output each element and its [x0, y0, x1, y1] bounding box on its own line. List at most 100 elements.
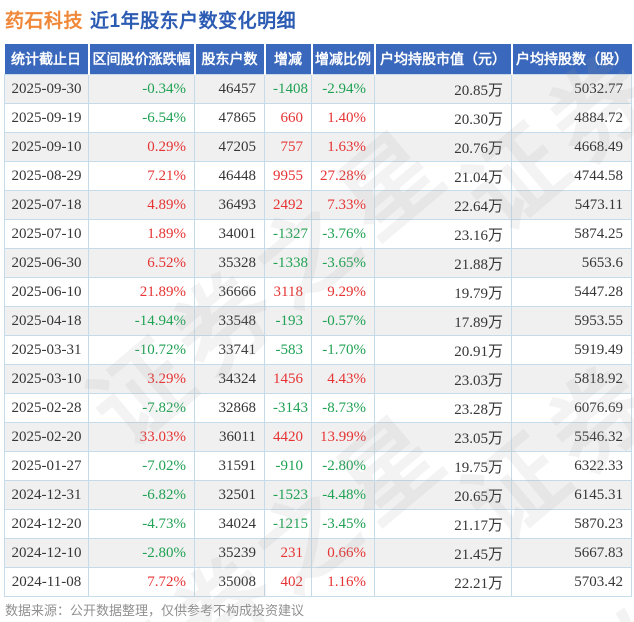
cell-avg-value: 17.89万 — [374, 306, 512, 336]
cell-change: -3143 — [264, 393, 312, 423]
cell-holders: 36011 — [194, 422, 265, 452]
table-row: 2025-01-27 -7.02% 31591 -910 -2.80% 19.75万 632… — [4, 451, 632, 481]
cell-date: 2025-04-18 — [4, 306, 89, 336]
cell-change: 231 — [264, 538, 312, 568]
cell-date: 2025-03-10 — [4, 364, 89, 394]
table-body: 2025-09-30 -0.34% 46457 -1408 -2.94% 20.85万 50… — [4, 74, 632, 597]
cell-avg-value: 21.04万 — [374, 161, 512, 191]
cell-date: 2025-09-30 — [4, 74, 89, 104]
cell-avg-value: 21.88万 — [374, 248, 512, 278]
cell-avg-shares: 5818.92 — [511, 364, 632, 394]
cell-avg-value: 19.79万 — [374, 277, 512, 307]
cell-avg-shares: 5546.32 — [511, 422, 632, 452]
cell-change: -1408 — [264, 74, 312, 104]
table-row: 2025-09-30 -0.34% 46457 -1408 -2.94% 20.85万 50… — [4, 74, 632, 104]
cell-change-pct: -8.73% — [311, 393, 375, 423]
table-row: 2025-07-18 4.89% 36493 2492 7.33% 22.64万 5473.… — [4, 190, 632, 220]
cell-change-pct: 7.33% — [311, 190, 375, 220]
table-row: 2025-08-29 7.21% 46448 9955 27.28% 21.04万 4744… — [4, 161, 632, 191]
table-row: 2025-06-30 6.52% 35328 -1338 -3.65% 21.88万 565… — [4, 248, 632, 278]
cell-change-pct: 9.29% — [311, 277, 375, 307]
cell-date: 2024-12-10 — [4, 538, 89, 568]
page-title: 药石科技 近1年股东户数变化明细 — [5, 6, 296, 33]
cell-price-change: 3.29% — [88, 364, 195, 394]
cell-change-pct: 1.63% — [311, 132, 375, 162]
cell-date: 2025-07-10 — [4, 219, 89, 249]
cell-avg-value: 23.05万 — [374, 422, 512, 452]
cell-change-pct: -3.65% — [311, 248, 375, 278]
cell-price-change: 6.52% — [88, 248, 195, 278]
cell-avg-shares: 4744.58 — [511, 161, 632, 191]
cell-price-change: 0.29% — [88, 132, 195, 162]
cell-avg-value: 22.64万 — [374, 190, 512, 220]
table-row: 2024-11-08 7.72% 35008 402 1.16% 22.21万 5703.4… — [4, 567, 632, 597]
cell-avg-value: 21.17万 — [374, 509, 512, 539]
cell-price-change: -6.82% — [88, 480, 195, 510]
column-header: 户均持股数（股） — [510, 44, 632, 75]
cell-change-pct: 4.43% — [311, 364, 375, 394]
cell-change: 9955 — [264, 161, 312, 191]
cell-avg-shares: 5953.55 — [511, 306, 632, 336]
source-note: 数据来源：公开数据整理，仅供参考不构成投资建议 — [5, 603, 305, 618]
cell-price-change: 4.89% — [88, 190, 195, 220]
cell-avg-shares: 5032.77 — [511, 74, 632, 104]
cell-change-pct: 27.28% — [311, 161, 375, 191]
cell-avg-value: 23.16万 — [374, 219, 512, 249]
cell-change: -910 — [264, 451, 312, 481]
cell-change-pct: -1.70% — [311, 335, 375, 365]
cell-holders: 34024 — [194, 509, 265, 539]
cell-price-change: -7.82% — [88, 393, 195, 423]
cell-holders: 33741 — [194, 335, 265, 365]
cell-change-pct: 1.40% — [311, 103, 375, 133]
cell-change: -193 — [264, 306, 312, 336]
cell-avg-shares: 5870.23 — [511, 509, 632, 539]
cell-avg-value: 20.65万 — [374, 480, 512, 510]
cell-price-change: -14.94% — [88, 306, 195, 336]
cell-avg-value: 20.91万 — [374, 335, 512, 365]
stock-name: 药石科技 — [5, 11, 84, 32]
cell-price-change: 1.89% — [88, 219, 195, 249]
cell-date: 2025-06-30 — [4, 248, 89, 278]
cell-avg-value: 23.28万 — [374, 393, 512, 423]
cell-price-change: 21.89% — [88, 277, 195, 307]
cell-change: 2492 — [264, 190, 312, 220]
cell-avg-shares: 5874.25 — [511, 219, 632, 249]
column-header: 统计截止日 — [4, 44, 89, 75]
column-header: 户均持股市值（元） — [373, 44, 512, 75]
cell-change: -1523 — [264, 480, 312, 510]
cell-holders: 46457 — [194, 74, 265, 104]
table-row: 2025-02-28 -7.82% 32868 -3143 -8.73% 23.28万 60… — [4, 393, 632, 423]
cell-avg-shares: 5473.11 — [511, 190, 632, 220]
cell-change: 757 — [264, 132, 312, 162]
cell-change: 660 — [264, 103, 312, 133]
cell-date: 2024-11-08 — [4, 567, 89, 597]
cell-price-change: 33.03% — [88, 422, 195, 452]
cell-change: -1327 — [264, 219, 312, 249]
cell-date: 2024-12-31 — [4, 480, 89, 510]
holders-table: 统计截止日 区间股价涨跌幅 股东户数 增减 增减比例 户均持股市值（元） 户均持股数（股） … — [4, 44, 632, 597]
cell-avg-shares: 6322.33 — [511, 451, 632, 481]
cell-holders: 31591 — [194, 451, 265, 481]
cell-holders: 32501 — [194, 480, 265, 510]
cell-change: -583 — [264, 335, 312, 365]
cell-avg-shares: 6076.69 — [511, 393, 632, 423]
cell-date: 2025-07-18 — [4, 190, 89, 220]
cell-date: 2025-02-28 — [4, 393, 89, 423]
cell-change-pct: 1.16% — [311, 567, 375, 597]
cell-price-change: -10.72% — [88, 335, 195, 365]
cell-price-change: -4.73% — [88, 509, 195, 539]
cell-change-pct: -4.48% — [311, 480, 375, 510]
cell-date: 2025-02-20 — [4, 422, 89, 452]
cell-change-pct: -3.45% — [311, 509, 375, 539]
cell-avg-shares: 6145.31 — [511, 480, 632, 510]
cell-date: 2025-01-27 — [4, 451, 89, 481]
cell-avg-shares: 5703.42 — [511, 567, 632, 597]
cell-holders: 35239 — [194, 538, 265, 568]
cell-change-pct: 13.99% — [311, 422, 375, 452]
cell-avg-value: 20.30万 — [374, 103, 512, 133]
title-subtitle: 近1年股东户数变化明细 — [90, 11, 297, 32]
cell-date: 2025-03-31 — [4, 335, 89, 365]
cell-avg-shares: 5919.49 — [511, 335, 632, 365]
cell-change: 3118 — [264, 277, 312, 307]
